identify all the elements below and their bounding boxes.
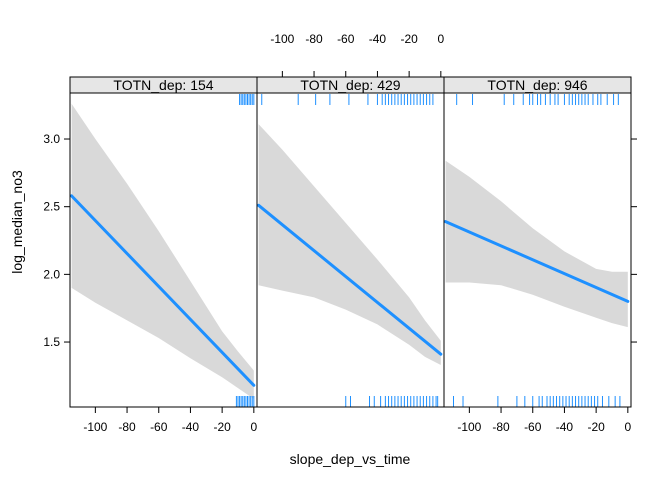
fit-line <box>70 194 256 387</box>
x-tick-label-top: -60 <box>337 32 355 46</box>
fit-lines <box>70 194 630 387</box>
y-tick-label: 3.0 <box>43 132 60 146</box>
x-tick-label: 0 <box>624 420 631 434</box>
y-tick-label: 2.0 <box>43 267 60 281</box>
x-tick-label: -40 <box>556 420 574 434</box>
rug-marks <box>235 94 621 407</box>
fit-line <box>257 203 443 356</box>
panel-strips: TOTN_dep: 154 TOTN_dep: 429 TOTN_dep: 946 <box>69 76 632 94</box>
x-tick-label: -60 <box>524 420 542 434</box>
x-tick-label: -20 <box>213 420 231 434</box>
axes: -100 -80 -60 -40 -20 0 -100 -80 -60 -40 -20 0 -100 -8… <box>43 32 637 434</box>
x-tick-label-top: 0 <box>437 32 444 46</box>
x-tick-label: 0 <box>250 420 257 434</box>
x-tick-label: -100 <box>83 420 107 434</box>
panel-strip-label: TOTN_dep: 154 <box>113 77 213 93</box>
panel-strip-label: TOTN_dep: 946 <box>487 77 587 93</box>
x-tick-label: -60 <box>150 420 168 434</box>
panel-strip-label: TOTN_dep: 429 <box>300 77 400 93</box>
x-tick-label-top: -40 <box>369 32 387 46</box>
x-tick-label-top: -80 <box>305 32 323 46</box>
y-axis-title: log_median_no3 <box>9 170 25 274</box>
confidence-bands <box>71 103 628 399</box>
confidence-band <box>71 103 254 399</box>
x-tick-label: -20 <box>587 420 605 434</box>
x-tick-label-top: -100 <box>270 32 294 46</box>
y-tick-label: 2.5 <box>43 200 60 214</box>
fit-line <box>444 220 630 303</box>
y-tick-label: 1.5 <box>43 335 60 349</box>
confidence-band <box>445 160 628 328</box>
x-axis-title: slope_dep_vs_time <box>290 451 411 467</box>
x-tick-label: -40 <box>182 420 200 434</box>
x-tick-label: -80 <box>492 420 510 434</box>
panel-strip <box>443 76 632 94</box>
x-tick-label: -80 <box>118 420 136 434</box>
x-tick-label: -100 <box>457 420 481 434</box>
x-tick-label-top: -20 <box>400 32 418 46</box>
confidence-band <box>258 124 441 365</box>
